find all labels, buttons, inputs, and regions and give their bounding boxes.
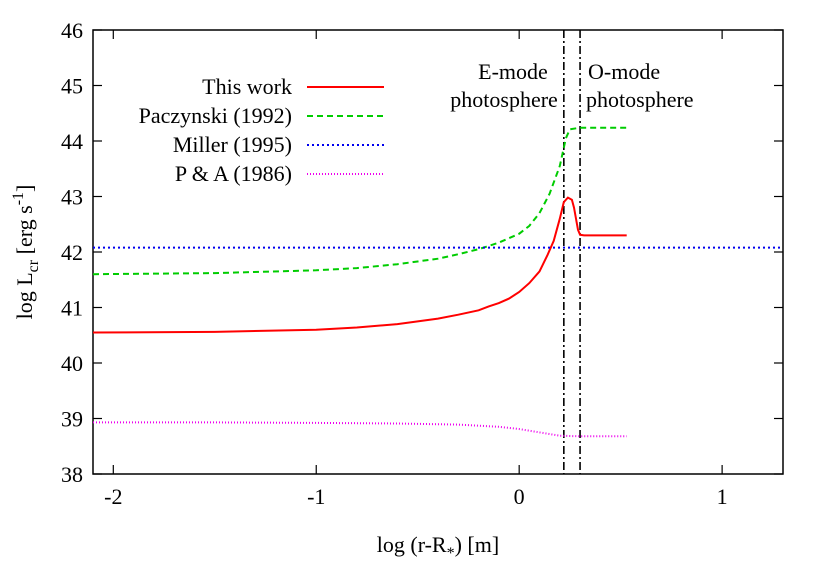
y-tick-label: 43 [61,185,83,210]
y-axis-label: log Lcr [erg s-1] [10,185,42,320]
annotations: E-mode photosphere O-mode photosphere [450,59,693,112]
y-tick-label: 38 [61,462,83,487]
y-axis-label-subscript: cr [25,259,42,272]
x-tick-label: -1 [307,484,325,509]
x-tick-label: 0 [514,484,525,509]
y-tick-label: 41 [61,296,83,321]
y-tick-label: 45 [61,74,83,99]
legend-label-3: P & A (1986) [175,161,292,186]
axis-ticks: -2 -1 0 1 38 39 40 41 42 43 44 45 46 [61,18,783,509]
x-axis-label: log (r-R*) [m] [377,532,499,562]
legend-label-1: Paczynski (1992) [139,103,292,128]
y-tick-label: 46 [61,18,83,43]
series-line-1 [93,126,627,276]
series-lines [93,126,783,438]
annotation-mode-1: O-mode [588,59,660,84]
legend-label-0: This work [202,74,292,99]
series-line-3 [93,421,627,438]
y-tick-label: 40 [61,351,83,376]
annotation-mode-0: E-mode [478,59,548,84]
y-tick-label: 39 [61,407,83,432]
photosphere-lines [563,30,581,474]
annotation-photosphere-0: photosphere [450,87,558,112]
annotation-photosphere-1: photosphere [586,87,694,112]
x-axis-label-subscript: * [447,545,455,562]
legend-label-2: Miller (1995) [173,132,292,157]
x-tick-label: 1 [717,484,728,509]
legend: This work Paczynski (1992) Miller (1995) P … [139,74,384,186]
x-tick-label: -2 [104,484,122,509]
y-tick-label: 42 [61,240,83,265]
y-axis-label-superscript: -1 [10,192,27,205]
series-line-0 [93,196,627,334]
y-tick-label: 44 [61,129,83,154]
